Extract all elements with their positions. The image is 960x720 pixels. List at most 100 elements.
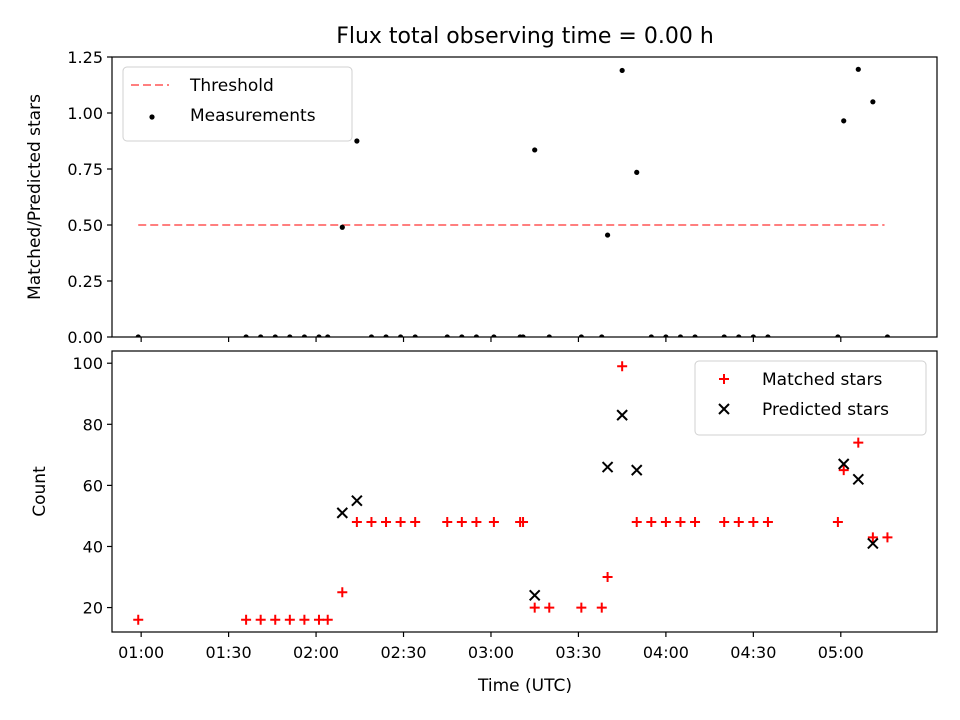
matched-stars-point	[381, 517, 392, 528]
matched-stars-point	[410, 517, 421, 528]
measurements-point	[721, 334, 727, 337]
matched-stars-point	[322, 614, 333, 625]
measurements-point	[412, 334, 418, 337]
matched-stars-point	[366, 517, 377, 528]
matched-stars-point	[882, 532, 893, 543]
y-tick-label: 100	[72, 354, 103, 373]
legend-label-threshold: Threshold	[189, 76, 274, 96]
predicted-stars-point	[351, 494, 363, 507]
measurements-point	[316, 334, 322, 337]
matched-stars-point	[832, 517, 843, 528]
legend-label-matched-stars: Matched stars	[762, 370, 882, 390]
legend-swatch-predicted-stars	[718, 403, 730, 415]
plot-area	[135, 66, 891, 337]
matched-stars-point	[351, 517, 362, 528]
matched-stars-point	[748, 517, 759, 528]
matched-stars-point	[133, 614, 144, 625]
matched-stars-point	[337, 587, 348, 598]
matched-stars-point	[255, 614, 266, 625]
measurements-point	[663, 334, 669, 337]
measurements-point	[444, 334, 450, 337]
y-axis-label: Count	[30, 466, 50, 517]
y-tick-label: 80	[83, 415, 103, 434]
measurements-point	[383, 334, 389, 337]
matched-stars-point	[660, 517, 671, 528]
matched-stars-point	[529, 602, 540, 613]
measurements-point	[368, 334, 375, 337]
y-tick-label: 1.00	[67, 104, 103, 123]
predicted-stars-point	[631, 464, 643, 476]
measurements-point	[459, 334, 465, 337]
measurements-point	[520, 334, 526, 337]
measurements-point	[272, 334, 278, 337]
matched-stars-point	[299, 614, 310, 625]
measurements-point	[301, 334, 308, 337]
predicted-stars-point	[601, 461, 614, 473]
matched-stars-point	[690, 517, 701, 528]
measurements-point	[258, 334, 264, 337]
matched-stars-point	[313, 614, 324, 625]
matched-stars-point	[602, 572, 613, 583]
matched-stars-point	[838, 465, 849, 476]
measurements-point	[491, 334, 497, 337]
measurements-point	[870, 99, 876, 105]
x-tick-label: 04:00	[643, 643, 689, 662]
x-axis-label: Time (UTC)	[477, 676, 572, 696]
x-tick-label: 01:30	[206, 643, 252, 662]
bottom-panel: 20 40 60 80 100 01:00 01:30 02:00 02:30 03:00 03:3…	[30, 350, 938, 662]
legend-label-measurements: Measurements	[190, 106, 316, 126]
legend-box	[122, 66, 353, 142]
matched-stars-point	[544, 602, 555, 613]
y-tick-label: 60	[83, 476, 103, 495]
predicted-stars-point	[616, 409, 628, 421]
measurements-point	[648, 334, 654, 337]
measurements-point	[634, 169, 640, 175]
matched-stars-point	[471, 517, 482, 528]
matched-stars-point	[853, 437, 864, 448]
y-tick-label: 20	[83, 599, 103, 618]
measurements-point	[243, 334, 249, 337]
predicted-stars-point	[528, 589, 541, 602]
matched-stars-point	[442, 517, 453, 528]
measurements-point	[599, 334, 605, 337]
matched-stars-point	[284, 614, 295, 625]
measurements-point	[677, 334, 684, 337]
x-tick-label: 04:30	[730, 643, 776, 662]
matched-stars-point	[719, 517, 730, 528]
y-axis-label: Matched/Predicted stars	[25, 94, 45, 300]
matched-stars-point	[675, 517, 686, 528]
matched-stars-point	[518, 517, 529, 528]
matched-stars-point	[576, 602, 587, 613]
matched-stars-point	[488, 517, 499, 528]
measurements-point	[532, 147, 538, 153]
measurements-point	[398, 334, 404, 337]
matched-stars-point	[646, 517, 657, 528]
matched-stars-point	[733, 517, 744, 528]
measurements-point	[855, 66, 861, 72]
measurements-point	[287, 334, 293, 337]
x-tick-label: 03:00	[468, 643, 514, 662]
matched-stars-point	[241, 614, 252, 625]
predicted-stars-point	[336, 507, 349, 519]
axes-frame	[111, 56, 938, 338]
measurements-point	[473, 334, 479, 337]
x-tick-label: 05:00	[818, 643, 864, 662]
legend-label-predicted-stars: Predicted stars	[762, 400, 889, 420]
matched-stars-point	[631, 517, 642, 528]
legend-swatch-matched-stars	[719, 374, 729, 384]
measurements-point	[750, 334, 756, 337]
measurements-point	[604, 232, 611, 238]
measurements-point	[578, 334, 584, 337]
measurements-point	[619, 67, 625, 74]
figure-title: Flux total observing time = 0.00 h	[336, 24, 714, 49]
x-tick-label: 02:30	[380, 643, 426, 662]
measurements-point	[325, 334, 331, 337]
measurements-point	[835, 334, 841, 337]
y-tick-label: 0.50	[67, 216, 103, 235]
predicted-stars-point	[838, 458, 850, 470]
axes-frame	[111, 350, 938, 633]
measurements-point	[736, 334, 742, 337]
measurements-point	[692, 334, 698, 337]
measurements-point	[135, 334, 141, 337]
